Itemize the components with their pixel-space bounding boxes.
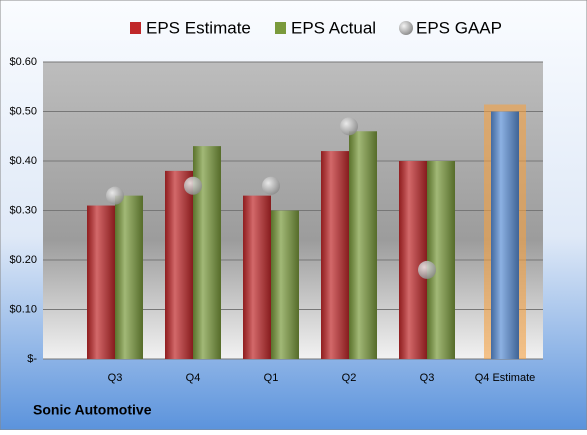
legend-marker	[275, 22, 286, 34]
legend-marker	[399, 21, 413, 35]
y-tick-label: $-	[27, 353, 37, 365]
y-tick-label: $0.50	[9, 105, 37, 117]
legend-label: EPS Actual	[291, 18, 376, 37]
gaap-point	[340, 117, 358, 136]
legend-label: EPS Estimate	[146, 18, 251, 37]
y-tick-label: $0.10	[9, 303, 37, 315]
bar-shine	[491, 111, 519, 359]
bar-shine	[115, 195, 143, 359]
legend-label: EPS GAAP	[416, 18, 502, 37]
y-tick-label: $0.20	[9, 254, 37, 266]
gaap-point	[106, 186, 124, 205]
bar-shine	[427, 161, 455, 359]
bar-shine	[349, 131, 377, 359]
x-tick-label: Q4 Estimate	[475, 372, 536, 384]
x-tick-label: Q3	[420, 372, 435, 384]
bar-shine	[321, 151, 349, 359]
x-tick-label: Q4	[186, 372, 201, 384]
gaap-point	[262, 176, 280, 195]
bar-shine	[165, 170, 193, 359]
bar-shine	[243, 195, 271, 359]
x-tick-label: Q2	[342, 372, 357, 384]
y-tick-label: $0.30	[9, 204, 37, 216]
x-tick-label: Q1	[264, 372, 279, 384]
y-tick-label: $0.60	[9, 56, 37, 68]
bar-shine	[271, 210, 299, 359]
x-tick-label: Q3	[108, 372, 123, 384]
gaap-point	[184, 176, 202, 195]
y-tick-label: $0.40	[9, 155, 37, 167]
legend-marker	[130, 22, 141, 34]
bar-shine	[399, 161, 427, 359]
gaap-point	[418, 260, 436, 279]
bar-shine	[87, 205, 115, 359]
chart-title: Sonic Automotive	[33, 402, 152, 418]
